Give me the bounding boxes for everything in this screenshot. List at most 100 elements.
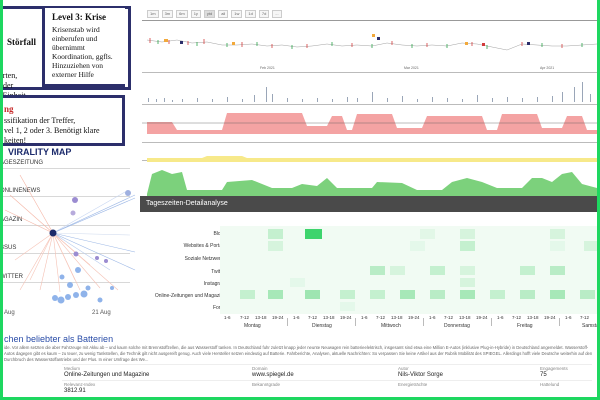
frame-edge	[0, 0, 3, 400]
vm-node	[110, 286, 114, 290]
vm-gridline	[0, 196, 130, 197]
level-1-title: Störfall	[7, 37, 36, 47]
slot-label: 7-12	[240, 315, 250, 320]
heatmap-grid[interactable]	[220, 226, 600, 326]
slot-label: 13-18	[255, 315, 267, 320]
slot-label: 19-24	[340, 315, 352, 320]
vm-node	[70, 210, 76, 216]
range-tab[interactable]: all	[218, 10, 229, 18]
vm-node	[73, 292, 79, 298]
heatmap-row-label: Websites & Portale	[183, 243, 226, 249]
range-tab[interactable]: ytd	[203, 10, 216, 18]
article-text: ide. Vor allem setzten die aber Fahrzeug…	[4, 345, 593, 362]
meta-label: Domain	[252, 366, 268, 371]
meta-label: Autor	[398, 366, 409, 371]
heatmap-row-label: Blogs	[213, 231, 226, 237]
range-tab[interactable]: 1m	[147, 10, 159, 18]
slot-label: 19-24	[408, 315, 420, 320]
red-area-series	[147, 113, 597, 134]
slot-label: 7-12	[376, 315, 386, 320]
level-2-body: ssifikation der Treffer, vel 1, 2 oder 3…	[4, 116, 100, 145]
range-tab[interactable]: 1w	[231, 10, 243, 18]
vm-node	[72, 197, 78, 203]
price-series	[146, 34, 598, 51]
slot-label: 13-18	[527, 315, 539, 320]
article-title[interactable]: chen beliebter als Batterien	[4, 334, 114, 344]
frame-edge	[597, 0, 600, 400]
range-tab[interactable]: 3m	[161, 10, 174, 18]
detail-analysis-title: Tageszeiten-Detailanalyse	[146, 200, 228, 207]
vm-row-label: AGESZEITUNG	[0, 160, 44, 166]
meta-label: Bekanntgrade	[252, 382, 281, 387]
chart-divider	[142, 72, 600, 73]
level-3-title: Level 3: Krise	[52, 12, 106, 22]
axis-tick-label: Feb 2021	[260, 66, 275, 70]
day-separator	[423, 318, 424, 326]
range-tab[interactable]: 6m	[176, 10, 188, 18]
yellow-area-series	[147, 156, 597, 162]
vm-edge	[39, 232, 54, 291]
slot-label: 7-12	[444, 315, 454, 320]
slot-label: 7-12	[580, 315, 590, 320]
meta-value: 75	[540, 372, 547, 378]
chart-divider	[142, 142, 600, 143]
vm-edge	[52, 232, 136, 271]
range-tab[interactable]: 1y	[190, 10, 201, 18]
meta-value: 3812.91	[64, 388, 86, 394]
slot-label: 19-24	[544, 315, 556, 320]
event-marker	[232, 42, 235, 45]
vm-node	[125, 190, 131, 196]
event-marker	[164, 39, 168, 42]
meta-label: Hattelund	[540, 382, 560, 387]
meta-label: Relevanz-Index	[64, 382, 96, 387]
vm-edge	[52, 197, 136, 234]
slot-label: 1-6	[565, 315, 572, 320]
day-label: Montag	[244, 323, 261, 329]
vm-row-label: BSUS	[0, 245, 17, 251]
vm-node	[75, 267, 81, 273]
vm-node	[85, 285, 91, 291]
vm-edge	[52, 232, 101, 289]
slot-label: 19-24	[476, 315, 488, 320]
heatmap-row-label: Soziale Netzwerke	[184, 256, 226, 262]
slot-label: 1-6	[224, 315, 231, 320]
vm-edge	[14, 232, 54, 261]
vm-node-hub	[49, 229, 57, 237]
day-label: Mittwoch	[381, 323, 401, 329]
range-tab[interactable]: ...	[272, 10, 282, 18]
vm-edge	[52, 232, 76, 281]
day-separator	[491, 318, 492, 326]
vm-row-label: AGAZIN	[0, 217, 23, 223]
vm-node	[80, 290, 88, 298]
chart-divider	[142, 20, 600, 21]
vm-edge	[52, 194, 136, 234]
vm-gridline	[0, 253, 130, 254]
slot-label: 13-18	[323, 315, 335, 320]
meta-value[interactable]: www.spiegel.de	[252, 372, 294, 378]
volume-series	[148, 82, 598, 102]
vm-edge	[4, 209, 54, 234]
meta-value: Nils-Viktor Sorge	[398, 372, 443, 378]
vm-node	[97, 297, 103, 303]
vm-edge	[52, 232, 131, 236]
heatmap-row-label: Online-Zeitungen und Magazine	[154, 293, 226, 299]
level-3-body: Krisenstab wird einberufen und übernimmt…	[52, 25, 113, 79]
meta-label: Energieträchte	[398, 382, 428, 387]
vm-edge	[19, 232, 54, 291]
timeline-svg[interactable]	[142, 2, 600, 197]
level-2-title: ng	[4, 104, 14, 114]
virality-map-graph[interactable]	[0, 140, 140, 310]
slot-label: 19-24	[272, 315, 284, 320]
vm-node	[95, 256, 99, 260]
vm-node	[65, 294, 71, 300]
slot-label: 13-18	[391, 315, 403, 320]
day-label: Samsta	[582, 323, 599, 329]
event-marker	[377, 37, 380, 40]
range-tab[interactable]: 1d	[245, 10, 256, 18]
range-tab[interactable]: 7d	[258, 10, 270, 18]
axis-tick-label: Apr 2021	[540, 66, 555, 70]
vm-node	[73, 251, 79, 257]
vm-gridline	[0, 168, 130, 169]
day-label: Donnerstag	[444, 323, 470, 329]
